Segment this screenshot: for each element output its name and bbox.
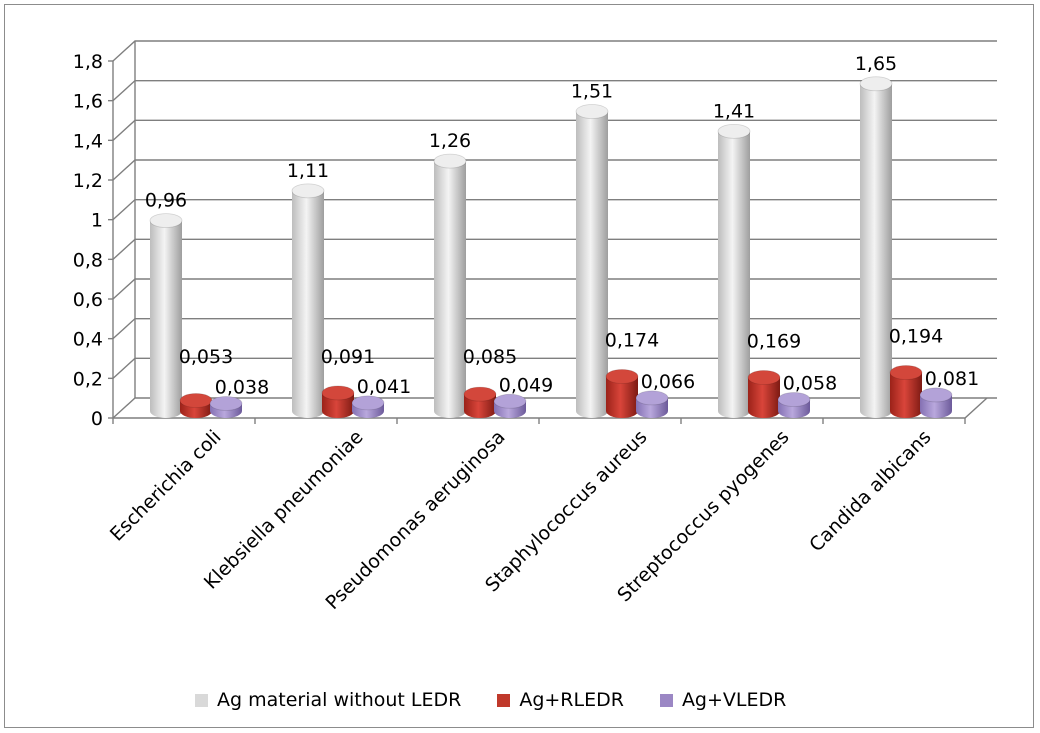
y-tick-label: 1,6	[73, 91, 103, 113]
bar-1-6	[859, 76, 893, 418]
x-axis	[113, 397, 988, 419]
data-label-1-2: 1,11	[287, 160, 329, 182]
bar-2-3	[463, 386, 497, 418]
data-label-3-4: 0,066	[641, 371, 695, 393]
data-label-2-6: 0,194	[889, 326, 943, 348]
bar-1-4	[575, 104, 609, 418]
legend: Ag material without LEDR Ag+RLEDR Ag+VLE…	[195, 689, 786, 711]
x-category-label: Klebsiella pneumoniae	[200, 426, 368, 594]
legend-label-series-2: Ag+RLEDR	[519, 689, 624, 711]
bar-1-2	[291, 183, 325, 418]
legend-item-series-2: Ag+RLEDR	[497, 689, 624, 711]
data-label-1-4: 1,51	[571, 81, 613, 103]
bar-2-2	[321, 385, 355, 418]
chart-frame: 0 0,2 0,4 0,6 0,8 1 1,2 1,4 1,6 1,8 0,96 0,053 0,03…	[4, 4, 1034, 728]
data-label-2-1: 0,053	[179, 346, 233, 368]
bar-3-2	[351, 395, 385, 418]
legend-label-series-3: Ag+VLEDR	[681, 689, 787, 711]
data-label-3-2: 0,041	[357, 376, 411, 398]
data-label-2-4: 0,174	[605, 329, 659, 351]
data-label-1-3: 1,26	[429, 130, 471, 152]
bar-3-4	[635, 390, 669, 418]
bar-3-3	[493, 393, 527, 418]
bar-1-5	[717, 123, 751, 418]
bar-3-1	[209, 396, 243, 418]
bar-3-5	[777, 392, 811, 418]
y-tick-label: 1,8	[73, 51, 103, 73]
y-tick-label: 0	[91, 408, 103, 430]
data-label-1-5: 1,41	[713, 100, 755, 122]
data-label-3-3: 0,049	[499, 374, 553, 396]
y-tick-label: 0,8	[73, 249, 103, 271]
bar-1-1	[149, 213, 183, 418]
y-tick-label: 1	[91, 210, 103, 232]
legend-swatch-series-3	[659, 693, 673, 707]
x-category-label: Escherichia coli	[106, 426, 226, 546]
legend-item-series-1: Ag material without LEDR	[195, 689, 461, 711]
data-label-2-3: 0,085	[463, 346, 517, 368]
data-label-2-2: 0,091	[321, 346, 375, 368]
bar-2-6	[889, 365, 923, 418]
y-tick-label: 1,4	[73, 130, 103, 152]
data-label-3-5: 0,058	[783, 372, 837, 394]
y-tick-label: 0,4	[73, 329, 103, 351]
legend-item-series-3: Ag+VLEDR	[659, 689, 787, 711]
data-label-3-1: 0,038	[215, 376, 269, 398]
bar-2-5	[747, 370, 781, 418]
legend-swatch-series-1	[195, 693, 208, 707]
legend-label-series-1: Ag material without LEDR	[217, 689, 462, 711]
x-category-label: Candida albicans	[805, 426, 935, 556]
data-label-2-5: 0,169	[747, 330, 801, 352]
y-tick-label: 0,2	[73, 368, 103, 390]
x-category-label: Staphylococcus aureus	[481, 426, 651, 596]
bar-1-3	[433, 153, 467, 418]
y-tick-label: 1,2	[73, 170, 103, 192]
data-label-3-6: 0,081	[925, 368, 979, 390]
bar-2-1	[179, 393, 213, 418]
bar-3-6	[919, 387, 953, 418]
chart-plot: 0 0,2 0,4 0,6 0,8 1 1,2 1,4 1,6 1,8 0,96 0,053 0,03…	[73, 40, 997, 614]
data-label-1-1: 0,96	[145, 190, 187, 212]
y-tick-label: 0,6	[73, 289, 103, 311]
x-category-label: Streptococcus pyogenes	[613, 426, 793, 606]
bar-2-4	[605, 369, 639, 418]
data-label-1-6: 1,65	[855, 53, 897, 75]
legend-swatch-series-2	[497, 693, 511, 707]
